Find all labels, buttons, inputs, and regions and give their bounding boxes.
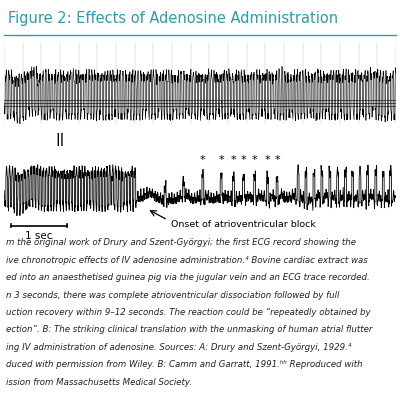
Text: Figure 2: Effects of Adenosine Administration: Figure 2: Effects of Adenosine Administr… [8, 11, 338, 26]
Text: m the original work of Drury and Szent-Györgyi; the first ECG record showing the: m the original work of Drury and Szent-G… [6, 238, 356, 248]
Text: *: * [264, 155, 270, 165]
Text: 1 sec: 1 sec [25, 231, 53, 241]
Text: *: * [274, 155, 280, 165]
Text: *: * [240, 155, 246, 165]
Text: *: * [231, 155, 236, 165]
Text: *: * [200, 155, 206, 165]
Text: ||: || [55, 133, 65, 146]
Text: uction recovery within 9–12 seconds. The reaction could be “repeatedly obtained : uction recovery within 9–12 seconds. The… [6, 308, 370, 317]
Text: ing IV administration of adenosine. Sources: A: Drury and Szent-Györgyi, 1929.⁴: ing IV administration of adenosine. Sour… [6, 343, 351, 352]
Text: *: * [218, 155, 224, 165]
Text: ive chronotropic effects of IV adenosine administration.⁴ Bovine cardiac extract: ive chronotropic effects of IV adenosine… [6, 256, 368, 265]
Text: Onset of atrioventricular block: Onset of atrioventricular block [170, 220, 316, 229]
Text: ection”. B: The striking clinical translation with the unmasking of human atrial: ection”. B: The striking clinical transl… [6, 325, 372, 334]
Text: *: * [252, 155, 258, 165]
Text: ission from Massachusetts Medical Society.: ission from Massachusetts Medical Societ… [6, 378, 192, 386]
Text: duced with permission from Wiley. B: Camm and Garratt, 1991.ʰʰ Reproduced with: duced with permission from Wiley. B: Cam… [6, 360, 362, 369]
Text: n 3 seconds, there was complete atrioventricular dissociation followed by full: n 3 seconds, there was complete atrioven… [6, 291, 339, 300]
Text: ed into an anaesthetised guinea pig via the jugular vein and an ECG trace record: ed into an anaesthetised guinea pig via … [6, 273, 370, 282]
